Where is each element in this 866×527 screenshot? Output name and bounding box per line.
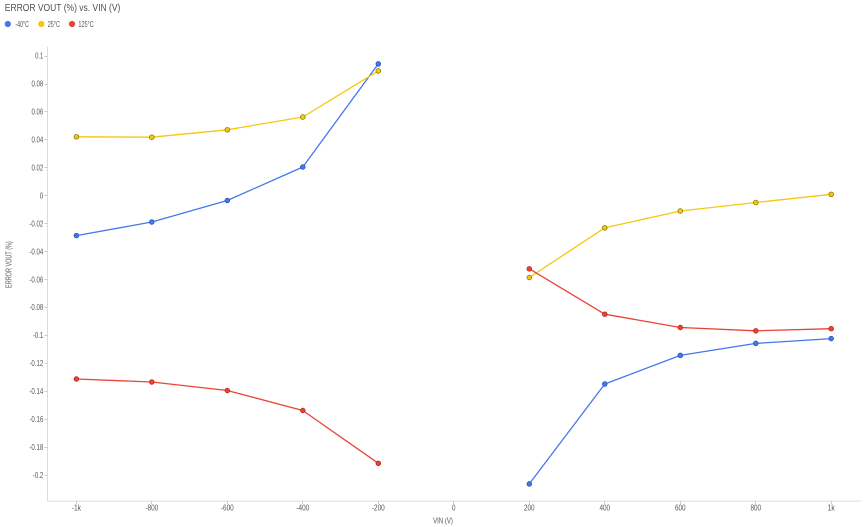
svg-text:-0.2: -0.2 xyxy=(33,471,44,480)
svg-text:-0.14: -0.14 xyxy=(29,387,43,396)
svg-text:-0.04: -0.04 xyxy=(29,247,43,256)
svg-text:25°C: 25°C xyxy=(48,20,60,29)
svg-text:0.02: 0.02 xyxy=(32,163,44,172)
svg-text:-200: -200 xyxy=(372,503,385,512)
svg-text:ERROR VOUT (%): ERROR VOUT (%) xyxy=(5,241,14,288)
svg-text:-0.06: -0.06 xyxy=(29,275,43,284)
svg-text:-0.1: -0.1 xyxy=(33,331,44,340)
svg-text:-0.12: -0.12 xyxy=(29,359,43,368)
svg-text:-1k: -1k xyxy=(72,503,82,512)
svg-text:-400: -400 xyxy=(296,503,309,512)
svg-text:125°C: 125°C xyxy=(78,20,93,29)
svg-text:600: 600 xyxy=(675,503,686,512)
svg-text:200: 200 xyxy=(524,503,535,512)
svg-text:0.08: 0.08 xyxy=(32,80,44,89)
svg-text:-600: -600 xyxy=(221,503,234,512)
svg-text:0.04: 0.04 xyxy=(32,136,44,145)
svg-text:1k: 1k xyxy=(828,503,836,512)
svg-text:-40°C: -40°C xyxy=(15,20,29,29)
svg-text:0.06: 0.06 xyxy=(32,108,44,117)
svg-text:-0.08: -0.08 xyxy=(29,303,43,312)
svg-text:800: 800 xyxy=(751,503,762,512)
svg-text:-0.02: -0.02 xyxy=(29,219,43,228)
svg-text:-0.16: -0.16 xyxy=(29,415,43,424)
svg-text:0: 0 xyxy=(40,191,44,200)
svg-text:0.1: 0.1 xyxy=(35,52,44,61)
svg-text:-0.18: -0.18 xyxy=(29,443,43,452)
svg-text:VIN (V): VIN (V) xyxy=(433,517,453,526)
svg-text:ERROR VOUT (%) vs. VIN (V): ERROR VOUT (%) vs. VIN (V) xyxy=(5,2,121,14)
svg-text:0: 0 xyxy=(452,503,456,512)
svg-text:400: 400 xyxy=(600,503,611,512)
svg-text:-800: -800 xyxy=(145,503,158,512)
